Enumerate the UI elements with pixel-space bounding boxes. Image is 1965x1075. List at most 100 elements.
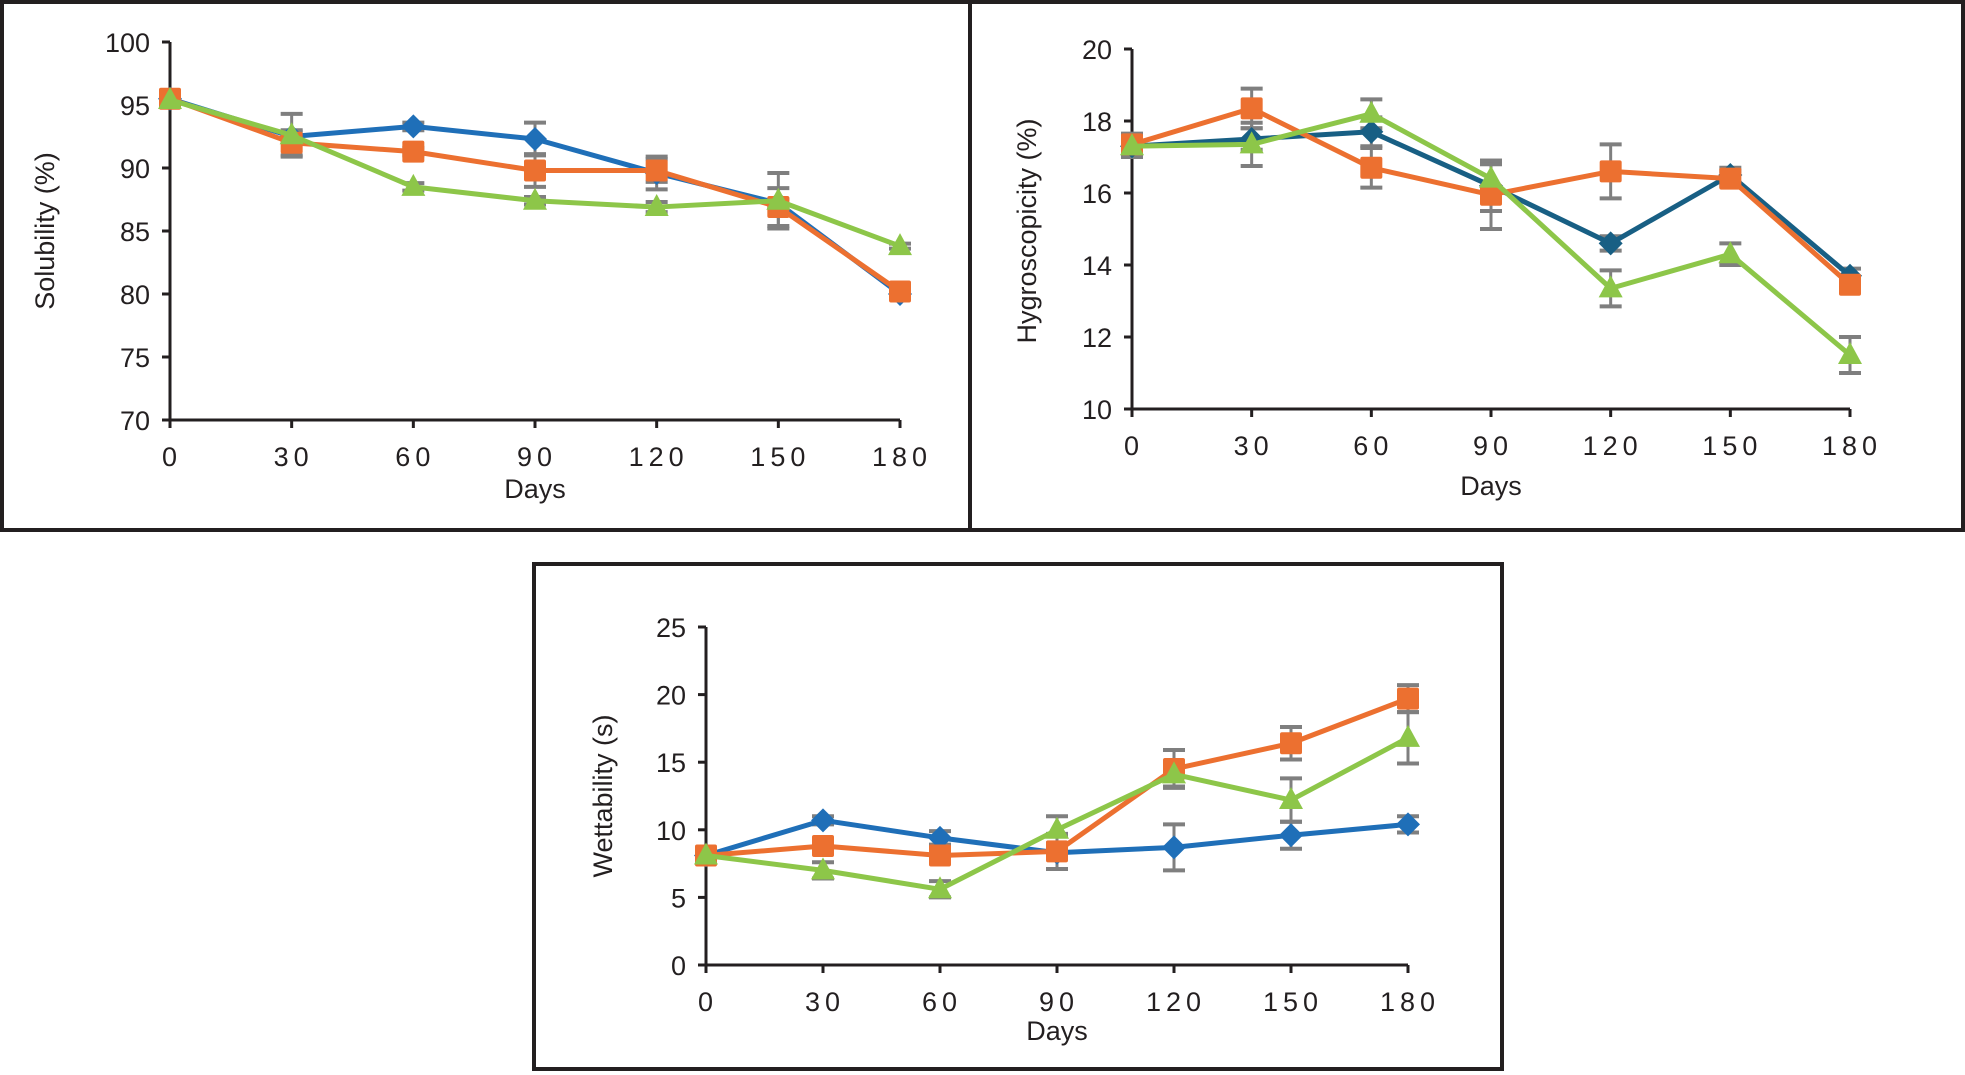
y-axis-title: Wettability (s) <box>588 714 618 877</box>
square-marker <box>1360 156 1383 179</box>
triangle-marker <box>766 187 791 210</box>
x-axis-title: Days <box>504 474 566 504</box>
series-3 <box>694 724 1420 899</box>
x-tick-label: 0 <box>698 987 718 1017</box>
y-tick-label: 10 <box>1082 395 1112 425</box>
square-marker <box>889 280 911 303</box>
triangle-marker <box>1279 787 1303 810</box>
x-tick-label: 0 <box>1124 431 1144 461</box>
y-tick-label: 15 <box>656 748 686 778</box>
y-tick-label: 25 <box>656 613 686 643</box>
square-marker <box>1719 167 1742 190</box>
triangle-marker <box>1598 275 1623 298</box>
wettability-chart: 0 5 10 15 20 25 0 30 60 90 120 150 180 Days Wettabilit… <box>588 613 1440 1046</box>
series-2 <box>1121 97 1861 296</box>
square-marker <box>1046 840 1068 863</box>
square-marker <box>929 844 951 867</box>
y-tick-label: 20 <box>1082 35 1112 65</box>
square-marker <box>812 835 834 858</box>
y-tick-label: 14 <box>1082 251 1112 281</box>
solubility-chart: 70 75 80 85 90 95 100 0 30 60 90 120 150 180 Days Solub… <box>30 28 932 504</box>
y-tick-label: 75 <box>120 343 150 373</box>
x-tick-label: 30 <box>805 987 845 1017</box>
square-marker <box>645 159 668 182</box>
x-tick-label: 150 <box>1263 987 1323 1017</box>
square-marker <box>1599 160 1622 183</box>
triangle-marker <box>279 122 304 145</box>
y-axis-title: Solubility (%) <box>30 152 60 310</box>
triangle-marker <box>1359 100 1384 123</box>
x-tick-label: 60 <box>922 987 962 1017</box>
y-tick-label: 85 <box>120 217 150 247</box>
y-tick-label: 5 <box>671 883 686 913</box>
x-tick-label: 90 <box>1039 987 1079 1017</box>
square-marker <box>1397 687 1419 710</box>
square-marker <box>1240 97 1263 120</box>
y-tick-label: 70 <box>120 406 150 436</box>
triangle-marker <box>1718 241 1743 264</box>
diamond-marker <box>1279 823 1303 848</box>
hygroscopicity-chart: 10 12 14 16 18 20 0 30 60 90 120 150 180 Days Hygrosco… <box>1012 35 1882 501</box>
triangle-marker <box>1045 816 1069 839</box>
diamond-marker <box>928 825 952 850</box>
triangle-marker <box>644 194 669 217</box>
x-axis-title: Days <box>1460 471 1522 501</box>
x-tick-label: 180 <box>1822 431 1882 461</box>
square-marker <box>1839 273 1861 296</box>
triangle-marker <box>1239 131 1264 154</box>
y-tick-label: 10 <box>656 816 686 846</box>
x-tick-label: 60 <box>1353 431 1393 461</box>
x-tick-label: 180 <box>1380 987 1440 1017</box>
x-tick-label: 90 <box>1473 431 1513 461</box>
triangle-marker <box>401 173 426 196</box>
y-tick-label: 100 <box>105 28 150 58</box>
square-marker <box>1480 183 1502 206</box>
x-tick-label: 120 <box>1146 987 1206 1017</box>
x-axis-title: Days <box>1026 1016 1088 1046</box>
x-tick-label: 120 <box>1583 431 1643 461</box>
y-tick-label: 12 <box>1082 323 1112 353</box>
y-tick-label: 20 <box>656 681 686 711</box>
series-3 <box>1120 100 1862 364</box>
triangle-marker <box>158 86 182 109</box>
diamond-marker <box>1396 812 1420 837</box>
y-tick-label: 90 <box>120 154 150 184</box>
y-tick-label: 0 <box>671 951 686 981</box>
triangle-marker <box>1396 724 1420 747</box>
y-axis-title: Hygroscopicity (%) <box>1012 118 1042 343</box>
triangle-marker <box>1120 133 1144 156</box>
triangle-marker <box>1479 165 1503 188</box>
triangle-marker <box>523 187 547 210</box>
y-tick-label: 95 <box>120 91 150 121</box>
series-3 <box>158 86 912 256</box>
series-line <box>1131 111 1852 357</box>
x-tick-label: 120 <box>629 442 689 472</box>
triangle-marker <box>811 857 835 880</box>
diamond-marker <box>1162 835 1186 860</box>
wettability-chart-panel: 0 5 10 15 20 25 0 30 60 90 120 150 180 Days Wettabilit… <box>532 562 1504 1071</box>
x-tick-label: 150 <box>1702 431 1762 461</box>
y-tick-label: 16 <box>1082 179 1112 209</box>
diamond-marker <box>1598 231 1623 256</box>
solubility-chart-panel: 70 75 80 85 90 95 100 0 30 60 90 120 150 180 Days Solub… <box>0 0 974 532</box>
x-tick-label: 0 <box>162 442 182 472</box>
hygroscopicity-chart-panel: 10 12 14 16 18 20 0 30 60 90 120 150 180 Days Hygrosco… <box>968 0 1965 532</box>
square-marker <box>524 159 546 182</box>
x-tick-label: 30 <box>274 442 314 472</box>
x-tick-label: 60 <box>395 442 435 472</box>
x-tick-label: 90 <box>517 442 557 472</box>
diamond-marker <box>811 808 835 833</box>
square-marker <box>402 140 425 163</box>
triangle-marker <box>888 233 912 256</box>
triangle-marker <box>1838 342 1862 364</box>
triangle-marker <box>694 842 718 865</box>
triangle-marker <box>928 876 952 899</box>
square-marker <box>1280 732 1302 755</box>
x-tick-label: 30 <box>1234 431 1274 461</box>
x-tick-label: 180 <box>872 442 932 472</box>
x-tick-label: 150 <box>750 442 810 472</box>
diamond-marker <box>401 114 426 139</box>
y-tick-label: 18 <box>1082 107 1112 137</box>
y-tick-label: 80 <box>120 280 150 310</box>
triangle-marker <box>1162 761 1186 784</box>
